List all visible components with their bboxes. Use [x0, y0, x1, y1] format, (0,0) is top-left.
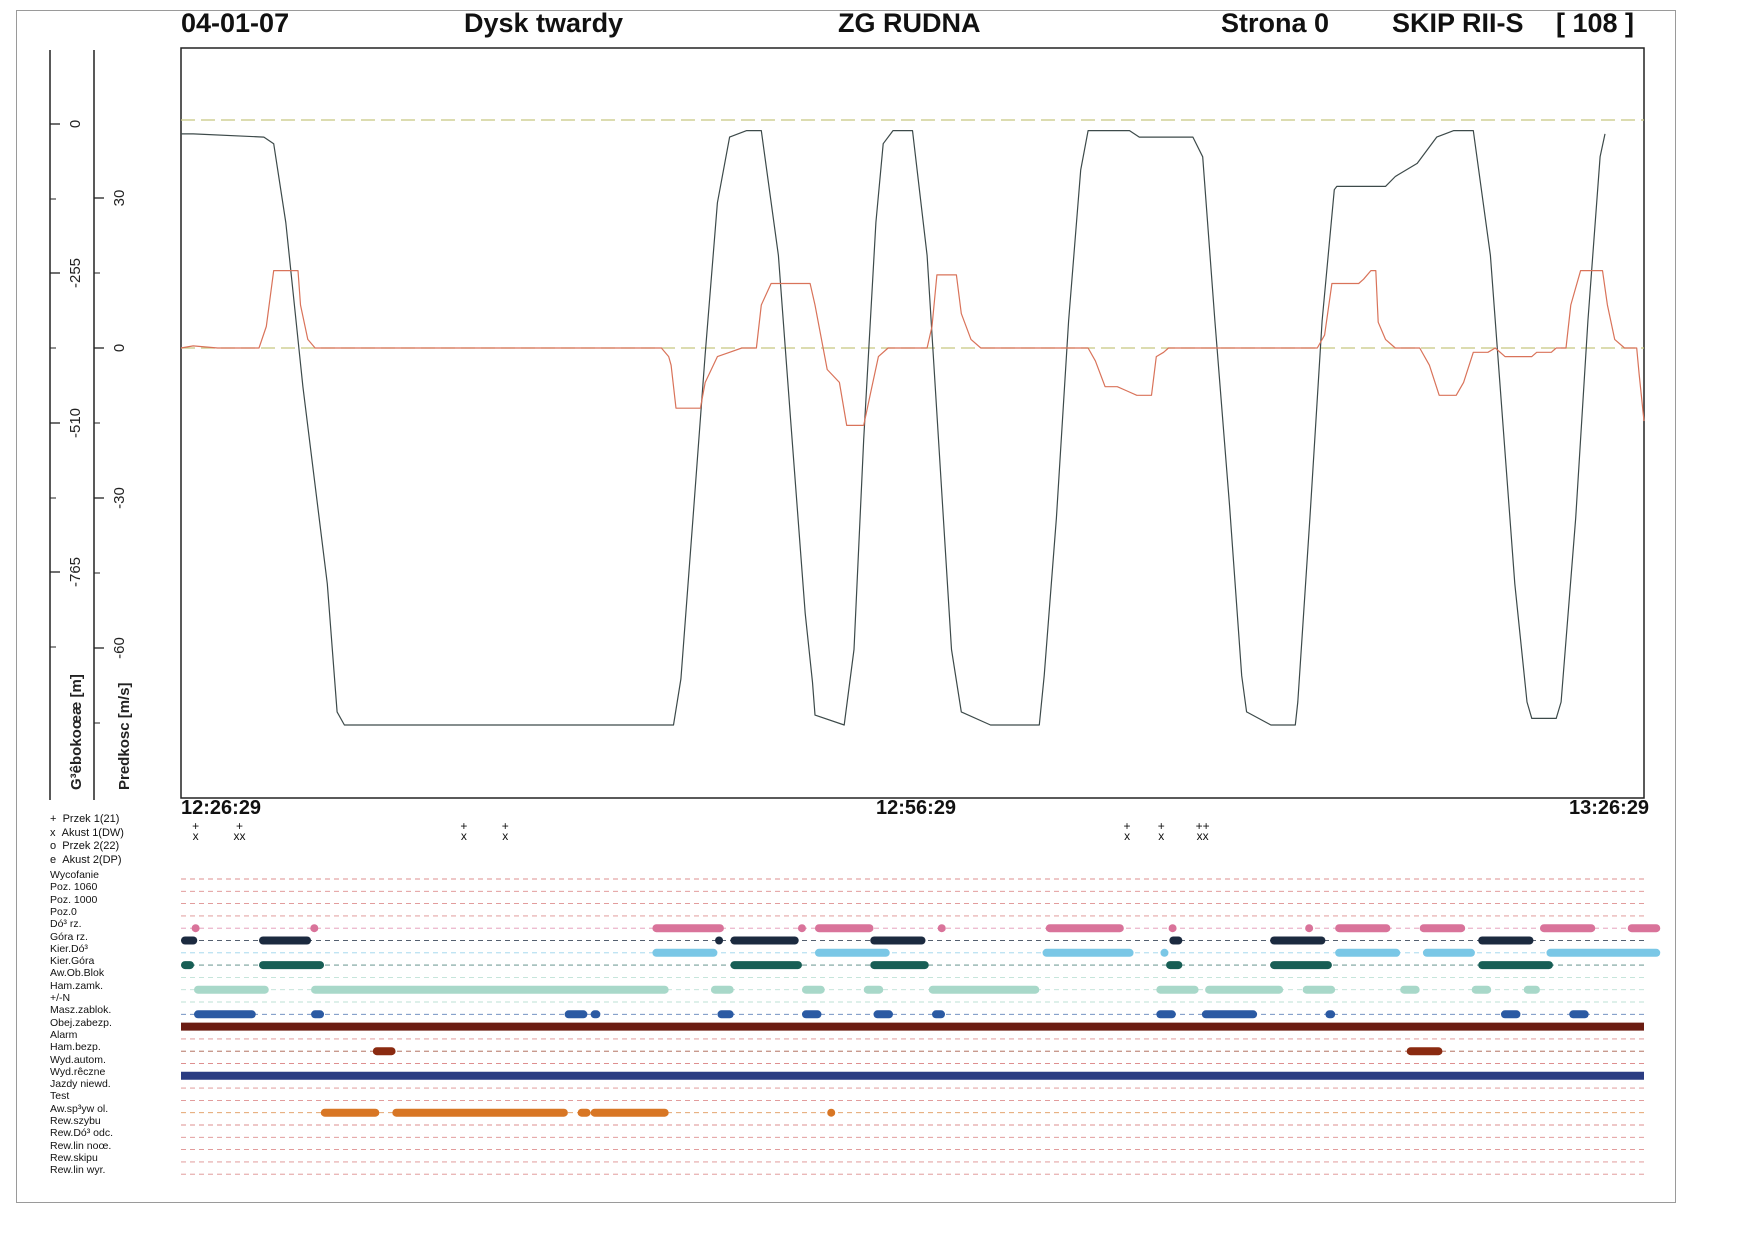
header-source: Dysk twardy [464, 8, 624, 38]
lane-label: Ham.zamk. [50, 979, 104, 992]
lane-label: Kier.Dó³ [50, 942, 88, 955]
lane-label: Aw.sp³yw ol. [50, 1102, 109, 1115]
time-label-start: 12:26:29 [181, 797, 262, 819]
depth-axis-title: G³êbokoœæ [m] [68, 674, 85, 790]
lane-label: Poz. 1000 [50, 893, 98, 906]
depth-series-line [181, 130, 1606, 726]
header-mine: ZG RUDNA [838, 8, 981, 38]
lane-label: Wycofanie [50, 869, 99, 881]
event-mark: ++ xx [1195, 819, 1210, 843]
lane-label: +/-N [50, 992, 71, 1004]
lane-label: Dó³ rz. [50, 918, 82, 931]
lane-label: Masz.zablok. [50, 1004, 112, 1017]
lane-label: Poz.0 [50, 905, 77, 918]
event-mark: + xx [233, 819, 246, 843]
lane-label: Kier.Góra [50, 955, 95, 968]
depth-axis-ticks: 0 -255 -510 -765 [50, 120, 84, 648]
legend-item: + Przek 1(21) [50, 813, 124, 827]
lane-label: Alarm [50, 1028, 78, 1041]
header-index: [ 108 ] [1556, 8, 1635, 38]
legend-symbol: + [50, 813, 57, 825]
speed-axis-ticks: 30 0 -30 -60 [94, 190, 128, 724]
time-label-end: 13:26:29 [1569, 797, 1650, 819]
legend-symbol: o [50, 840, 57, 853]
legend-item: o Przek 2(22) [50, 840, 124, 854]
lane-label: Wyd.rêczne [50, 1065, 106, 1078]
speed-axis-title: Predkosc [m/s] [116, 682, 133, 790]
lane-label: Jazdy niewd. [50, 1078, 111, 1091]
depth-tick-label: 0 [67, 120, 84, 128]
legend-symbol: x [50, 826, 56, 839]
event-mark: + x [192, 819, 200, 843]
legend-label: Akust 2(DP) [62, 853, 122, 866]
lane-label: Wyd.autom. [50, 1053, 106, 1066]
lane-label: Aw.Ob.Blok [50, 967, 105, 980]
event-mark: + x [501, 819, 509, 843]
speed-tick-label: 30 [111, 190, 128, 207]
lane-label: Rew.lin noœ. [50, 1139, 112, 1152]
lane-label: Poz. 1060 [50, 881, 98, 894]
lane-label: Obej.zabezp. [50, 1016, 112, 1029]
header-date: 04-01-07 [181, 8, 290, 38]
lane-label: Rew.Dó³ odc. [50, 1127, 114, 1140]
event-mark: + x [1123, 819, 1131, 843]
event-mark: + x [1157, 819, 1165, 843]
legend-label: Akust 1(DW) [61, 826, 124, 839]
speed-tick-label: 0 [111, 344, 128, 352]
header-shaft: SKIP RII-S [1392, 8, 1524, 38]
header-page: Strona 0 [1221, 8, 1330, 38]
lane-label: Rew.skipu [50, 1151, 98, 1164]
speed-tick-label: -60 [111, 637, 128, 659]
speed-tick-label: -30 [111, 487, 128, 509]
trend-plot [180, 47, 1645, 799]
vertical-scales: 0 -255 -510 -765 30 0 -30 -60 G³êbokoœæ [m] Pr… [49, 50, 133, 800]
depth-tick-label: -255 [67, 258, 84, 288]
lane-label: Rew.lin wyr. [50, 1164, 106, 1177]
lane-label: Test [50, 1090, 70, 1103]
speed-series-line [180, 270, 1645, 426]
plot-frame [180, 47, 1645, 799]
depth-tick-label: -765 [67, 557, 84, 587]
legend-item: x Akust 1(DW) [50, 827, 124, 841]
series-lines [180, 130, 1645, 726]
depth-tick-label: -510 [67, 408, 84, 438]
lane-label: Ham.bezp. [50, 1041, 101, 1054]
legend-item: e Akust 2(DP) [50, 854, 124, 868]
lane-label: Góra rz. [50, 930, 88, 943]
legend-symbol: e [50, 853, 57, 866]
legend-label: Przek 1(21) [62, 813, 120, 825]
page-frame [16, 10, 1676, 1203]
time-label-middle: 12:56:29 [876, 797, 957, 819]
legend-label: Przek 2(22) [62, 840, 120, 853]
event-legend: + Przek 1(21) x Akust 1(DW) o Przek 2(22… [50, 813, 124, 867]
lane-label: Rew.szybu [50, 1115, 101, 1127]
event-mark: + x [460, 819, 468, 843]
